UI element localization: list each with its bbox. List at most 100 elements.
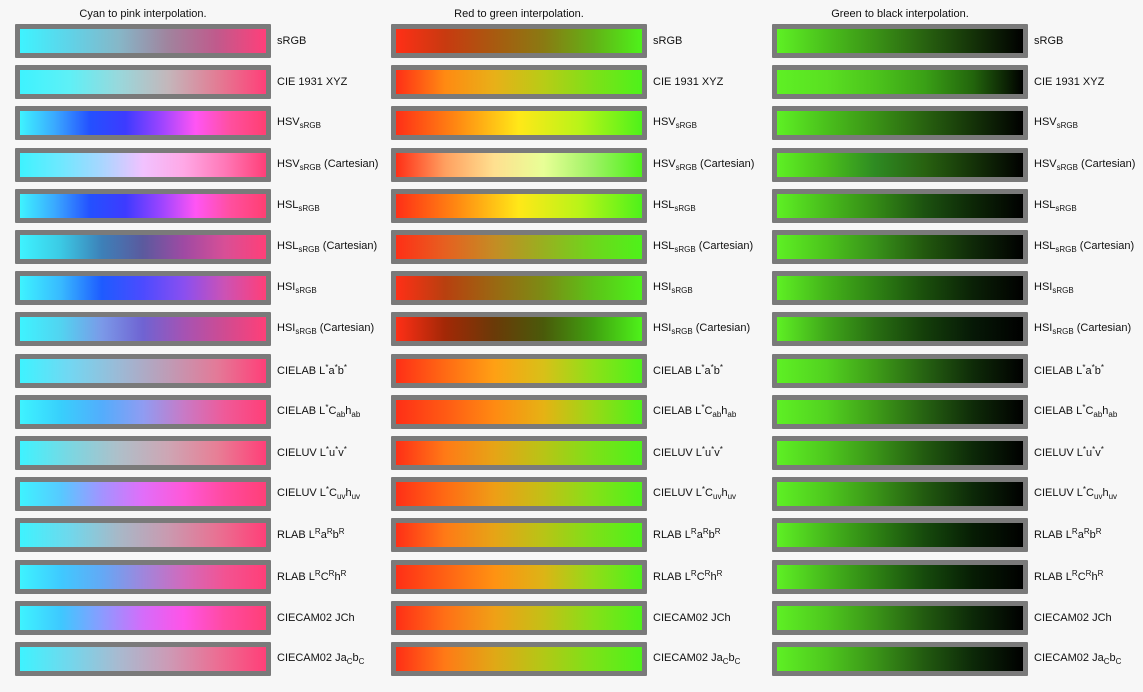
color-space-label: HSVsRGB (Cartesian) (653, 158, 755, 172)
gradient-row-cyan-pink: CIECAM02 JaCbC (15, 641, 364, 677)
gradient-swatch (772, 271, 1028, 305)
gradient-row-cyan-pink: CIELUV L*Cuvhuv (15, 476, 360, 512)
gradient-row-cyan-pink: CIELUV L*u*v* (15, 435, 347, 471)
gradient-swatch (15, 354, 271, 388)
gradient-fill (20, 276, 266, 300)
gradient-swatch (772, 354, 1028, 388)
color-space-label: CIELAB L*Cabhab (653, 403, 737, 420)
color-space-label: sRGB (653, 35, 683, 47)
color-space-label: CIECAM02 JaCbC (653, 652, 741, 666)
gradient-row-cyan-pink: HSIsRGB (15, 270, 317, 306)
color-space-label: CIECAM02 JCh (653, 612, 731, 624)
gradient-row-cyan-pink: HSVsRGB (Cartesian) (15, 147, 378, 183)
gradient-fill (396, 606, 642, 630)
gradient-fill (396, 29, 642, 53)
gradient-fill (20, 647, 266, 671)
color-space-label: HSIsRGB (Cartesian) (653, 322, 751, 336)
gradient-row-red-green: HSLsRGB (391, 188, 696, 224)
color-space-label: RLAB LRaRbR (277, 527, 345, 542)
gradient-row-red-green: RLAB LRaRbR (391, 517, 721, 553)
gradient-swatch (772, 189, 1028, 223)
gradient-swatch (391, 477, 647, 511)
gradient-swatch (772, 65, 1028, 99)
gradient-fill (396, 194, 642, 218)
color-space-label: HSVsRGB (653, 116, 697, 130)
gradient-fill (777, 565, 1023, 589)
gradient-row-red-green: HSIsRGB (391, 270, 693, 306)
gradient-fill (20, 194, 266, 218)
gradient-fill (20, 482, 266, 506)
color-space-label: CIELAB L*a*b* (653, 363, 723, 378)
gradient-swatch (391, 601, 647, 635)
color-space-label: CIE 1931 XYZ (653, 76, 724, 88)
gradient-fill (777, 606, 1023, 630)
gradient-row-cyan-pink: CIELAB L*Cabhab (15, 394, 360, 430)
color-space-label: RLAB LRCRhR (653, 569, 723, 584)
gradient-row-green-black: sRGB (772, 23, 1063, 59)
gradient-fill (20, 565, 266, 589)
gradient-swatch (772, 395, 1028, 429)
gradient-swatch (15, 271, 271, 305)
gradient-swatch (15, 312, 271, 346)
gradient-swatch (15, 395, 271, 429)
gradient-row-green-black: CIELAB L*Cabhab (772, 394, 1117, 430)
gradient-row-green-black: HSIsRGB (Cartesian) (772, 311, 1131, 347)
gradient-fill (396, 565, 642, 589)
column-title-green-black: Green to black interpolation. (831, 8, 969, 20)
color-space-label: CIELAB L*a*b* (277, 363, 347, 378)
color-space-label: HSIsRGB (277, 281, 317, 295)
gradient-row-cyan-pink: CIE 1931 XYZ (15, 64, 347, 100)
gradient-fill (777, 153, 1023, 177)
gradient-fill (20, 70, 266, 94)
gradient-fill (20, 111, 266, 135)
gradient-swatch (772, 560, 1028, 594)
gradient-row-green-black: HSIsRGB (772, 270, 1074, 306)
color-space-label: sRGB (1034, 35, 1064, 47)
color-space-label: RLAB LRaRbR (653, 527, 721, 542)
gradient-swatch (391, 312, 647, 346)
color-space-label: CIELUV L*Cuvhuv (1034, 485, 1118, 502)
gradient-swatch (391, 65, 647, 99)
gradient-row-green-black: RLAB LRCRhR (772, 559, 1103, 595)
gradient-fill (396, 400, 642, 424)
gradient-row-green-black: CIELAB L*a*b* (772, 353, 1104, 389)
color-space-label: HSLsRGB (277, 199, 320, 213)
gradient-swatch (391, 518, 647, 552)
gradient-swatch (391, 436, 647, 470)
gradient-fill (20, 153, 266, 177)
gradient-swatch (15, 230, 271, 264)
color-space-label: CIELAB L*a*b* (1034, 363, 1104, 378)
color-space-label: RLAB LRCRhR (277, 569, 347, 584)
gradient-swatch (15, 148, 271, 182)
column-title-red-green: Red to green interpolation. (454, 8, 584, 20)
color-space-label: CIELUV L*Cuvhuv (277, 485, 361, 502)
gradient-swatch (15, 436, 271, 470)
color-space-label: HSVsRGB (277, 116, 321, 130)
color-space-label: CIECAM02 JCh (1034, 612, 1112, 624)
gradient-swatch (391, 395, 647, 429)
gradient-row-cyan-pink: HSVsRGB (15, 105, 321, 141)
gradient-fill (777, 441, 1023, 465)
gradient-fill (777, 235, 1023, 259)
gradient-swatch (772, 230, 1028, 264)
gradient-fill (777, 359, 1023, 383)
color-space-label: CIELUV L*u*v* (1034, 445, 1104, 460)
gradient-fill (777, 276, 1023, 300)
color-space-label: HSLsRGB (653, 199, 696, 213)
gradient-swatch (15, 642, 271, 676)
gradient-swatch (15, 24, 271, 58)
gradient-fill (396, 523, 642, 547)
color-space-label: HSIsRGB (653, 281, 693, 295)
gradient-fill (20, 359, 266, 383)
gradient-fill (396, 317, 642, 341)
gradient-row-green-black: CIECAM02 JCh (772, 600, 1112, 636)
gradient-swatch (391, 271, 647, 305)
color-space-label: HSIsRGB (Cartesian) (1034, 322, 1132, 336)
gradient-row-green-black: CIECAM02 JaCbC (772, 641, 1121, 677)
gradient-fill (777, 523, 1023, 547)
gradient-row-cyan-pink: HSIsRGB (Cartesian) (15, 311, 374, 347)
gradient-swatch (15, 560, 271, 594)
color-space-label: HSIsRGB (Cartesian) (277, 322, 375, 336)
color-space-label: RLAB LRaRbR (1034, 527, 1102, 542)
gradient-swatch (391, 106, 647, 140)
